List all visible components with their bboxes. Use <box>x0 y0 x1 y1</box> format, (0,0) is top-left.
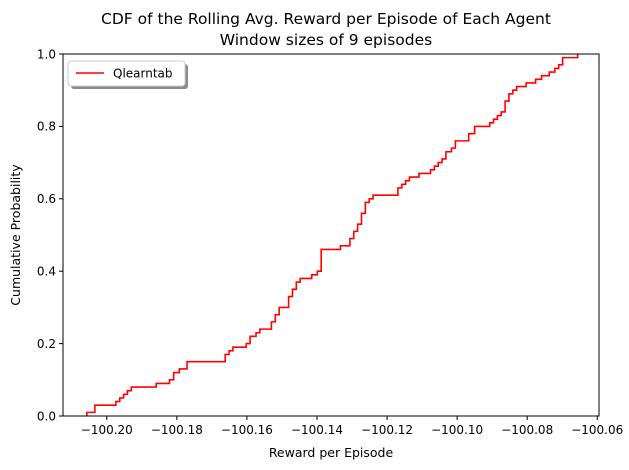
x-tick-label: −100.18 <box>151 423 203 437</box>
legend-box <box>67 60 186 87</box>
y-axis-label: Cumulative Probability <box>8 164 23 306</box>
y-axis: 0.0 0.2 0.4 0.6 0.8 1.0 <box>37 47 63 423</box>
series-line-qlearntab <box>86 54 579 416</box>
y-tick-label: 1.0 <box>37 47 56 61</box>
y-tick-label: 0.2 <box>37 337 56 351</box>
y-tick-label: 0.8 <box>37 120 56 134</box>
legend: Qlearntab <box>67 60 188 89</box>
x-tick-label: −100.14 <box>291 423 343 437</box>
chart-subtitle: Window sizes of 9 episodes <box>220 31 432 49</box>
x-tick-label: −100.10 <box>431 423 483 437</box>
x-tick-label: −100.20 <box>81 423 133 437</box>
x-tick-label: −100.12 <box>361 423 413 437</box>
series-layer <box>86 54 579 416</box>
y-tick-label: 0.6 <box>37 192 56 206</box>
x-axis: −100.20 −100.18 −100.16 −100.14 −100.12 −100.… <box>81 416 623 437</box>
plot-frame <box>62 53 600 417</box>
y-tick-label: 0.0 <box>37 409 56 423</box>
legend-label: Qlearntab <box>113 67 173 81</box>
x-axis-label: Reward per Episode <box>269 445 394 460</box>
x-tick-label: −100.16 <box>221 423 273 437</box>
x-tick-label: −100.06 <box>571 423 623 437</box>
chart-title: CDF of the Rolling Avg. Reward per Episo… <box>101 10 551 28</box>
x-tick-label: −100.08 <box>501 423 553 437</box>
y-tick-label: 0.4 <box>37 265 56 279</box>
plot-area <box>63 54 599 416</box>
